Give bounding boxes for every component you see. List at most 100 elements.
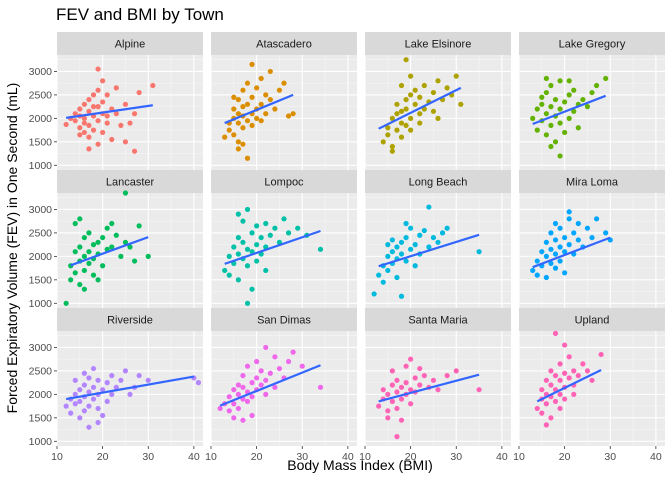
data-point <box>226 272 232 278</box>
data-point <box>72 220 78 227</box>
data-point <box>86 122 92 129</box>
data-point <box>226 394 232 400</box>
data-point <box>235 146 241 152</box>
data-point <box>534 272 540 278</box>
data-point <box>408 225 414 231</box>
data-point <box>258 382 264 388</box>
data-point <box>90 396 97 402</box>
data-point <box>285 113 292 119</box>
facet-strip-label: Lake Gregory <box>559 39 626 51</box>
data-point <box>263 220 269 227</box>
data-point <box>113 85 119 91</box>
facet-strip <box>57 32 203 55</box>
x-tick-label: 10 <box>51 451 63 463</box>
data-point <box>235 277 241 283</box>
data-point <box>421 227 427 234</box>
data-point <box>249 230 255 236</box>
facet-strip-label: Alpine <box>115 39 146 51</box>
data-point <box>444 372 450 379</box>
data-point <box>593 82 600 89</box>
data-point <box>113 384 119 390</box>
chart-title: FEV and BMI by Town <box>56 5 224 24</box>
facet-panel-lancaster: Lancaster 1000 1500 2000 2500 3000 <box>29 170 203 310</box>
data-point <box>394 434 400 440</box>
facet-strip <box>57 308 203 331</box>
fit-line <box>219 364 321 407</box>
y-tick-label: 2500 <box>29 365 53 377</box>
data-point <box>290 111 296 117</box>
data-point <box>394 111 400 117</box>
data-point <box>552 372 559 379</box>
data-point <box>385 242 391 248</box>
data-point <box>244 263 251 269</box>
data-point <box>385 132 391 138</box>
data-point <box>557 153 563 159</box>
data-point <box>403 234 409 241</box>
data-point <box>285 230 292 236</box>
y-tick-label: 1500 <box>29 136 53 148</box>
data-point <box>72 111 78 117</box>
data-point <box>398 384 405 390</box>
facet-strip-label: Riverside <box>107 315 153 327</box>
data-point <box>394 389 400 395</box>
data-point <box>240 218 246 224</box>
data-point <box>77 106 83 112</box>
data-point <box>435 239 441 245</box>
data-point <box>376 272 382 278</box>
data-point <box>77 125 83 131</box>
data-point <box>394 405 400 412</box>
data-point <box>145 377 151 383</box>
data-point <box>394 127 400 133</box>
data-point <box>240 104 246 110</box>
data-point <box>417 120 423 126</box>
y-tick-label: 1000 <box>29 298 53 310</box>
data-point <box>77 216 83 222</box>
facet-strip-label: Mira Loma <box>566 177 619 189</box>
data-point <box>389 249 395 255</box>
y-tick-label: 1000 <box>29 436 53 448</box>
data-point <box>240 384 246 390</box>
data-point <box>263 391 269 397</box>
data-point <box>90 272 97 278</box>
data-point <box>412 87 418 93</box>
data-point <box>235 120 241 126</box>
data-point <box>317 246 324 252</box>
data-point <box>90 104 97 110</box>
data-point <box>566 242 572 248</box>
data-point <box>254 375 260 381</box>
panel-background <box>57 193 203 308</box>
data-point <box>548 368 554 374</box>
data-point <box>543 75 549 82</box>
data-point <box>109 244 115 250</box>
data-point <box>476 387 482 393</box>
data-point <box>557 377 563 383</box>
fit-line <box>536 368 602 403</box>
data-point <box>122 139 129 145</box>
x-tick-label: 20 <box>559 451 571 463</box>
data-point <box>548 82 554 89</box>
data-point <box>417 382 423 388</box>
data-point <box>552 265 559 271</box>
data-point <box>81 101 87 107</box>
fit-line <box>378 233 480 268</box>
data-point <box>272 354 278 360</box>
data-point <box>589 377 595 383</box>
data-point <box>131 111 138 117</box>
data-point <box>249 412 255 419</box>
y-tick-label: 1000 <box>29 160 53 172</box>
data-point <box>408 387 414 393</box>
data-point <box>417 232 423 238</box>
data-point <box>231 106 237 112</box>
x-tick-label: 20 <box>405 451 417 463</box>
data-point <box>235 391 241 397</box>
data-point <box>72 118 78 124</box>
data-point <box>95 66 101 72</box>
data-point <box>127 120 133 126</box>
y-tick-label: 3000 <box>29 204 53 216</box>
data-point <box>430 377 437 383</box>
data-point <box>421 82 427 89</box>
data-point <box>548 415 554 421</box>
data-point <box>81 267 87 274</box>
data-point <box>562 249 568 255</box>
data-point <box>244 206 251 213</box>
